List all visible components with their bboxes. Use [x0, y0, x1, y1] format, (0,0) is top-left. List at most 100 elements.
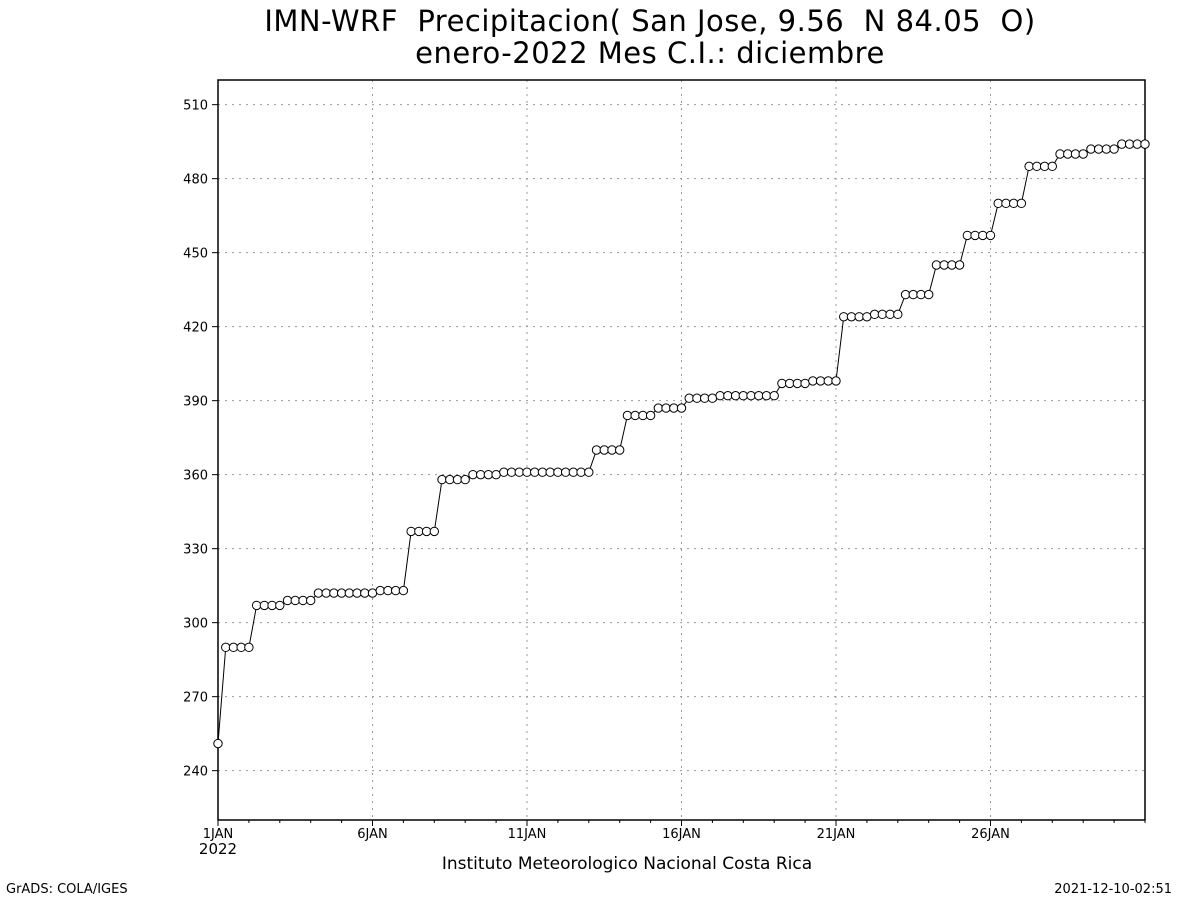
data-point — [1132, 139, 1142, 149]
y-tick-label: 300 — [183, 617, 208, 632]
y-tick-label: 360 — [183, 469, 208, 484]
data-point — [684, 393, 694, 403]
data-point — [352, 588, 362, 598]
data-point — [754, 391, 764, 401]
y-tick-label: 510 — [183, 99, 208, 114]
chart-subtitle: enero-2022 Mes C.I.: diciembre — [415, 36, 885, 70]
data-point — [784, 378, 795, 389]
data-point — [669, 403, 679, 413]
data-point — [584, 467, 594, 477]
data-point — [730, 391, 741, 401]
x-tick-label: 21JAN — [817, 827, 856, 842]
data-point — [1140, 139, 1150, 149]
data-point — [645, 410, 656, 421]
data-point — [846, 312, 857, 322]
data-point — [622, 410, 633, 421]
data-point — [506, 467, 517, 477]
data-point — [692, 393, 702, 403]
footer-timestamp: 2021-12-10-02:51 — [1054, 882, 1172, 897]
data-point — [630, 410, 640, 421]
data-point — [275, 600, 285, 611]
data-point — [738, 391, 748, 401]
series-precipitation — [213, 139, 1150, 749]
data-point — [375, 585, 385, 596]
chart-title: IMN-WRF Precipitacion( San Jose, 9.56 N … — [264, 4, 1036, 38]
data-point — [962, 230, 973, 241]
data-point — [1063, 149, 1073, 159]
data-point — [537, 467, 548, 477]
data-point — [839, 312, 849, 322]
data-point — [429, 526, 439, 537]
y-tick-label: 420 — [183, 321, 208, 336]
data-point — [1016, 198, 1027, 209]
data-point — [259, 600, 270, 611]
data-point — [1086, 144, 1096, 154]
data-point — [777, 378, 787, 389]
data-point — [445, 474, 455, 485]
data-point — [228, 642, 239, 653]
data-point — [1024, 161, 1034, 172]
data-point — [792, 378, 803, 389]
data-point — [931, 260, 942, 270]
y-tick-label: 390 — [183, 395, 208, 410]
data-point — [1039, 161, 1050, 172]
data-point — [213, 738, 223, 749]
data-point — [475, 469, 486, 480]
data-point — [877, 309, 888, 320]
data-point — [499, 467, 509, 477]
data-point — [808, 376, 818, 386]
data-point — [560, 467, 571, 477]
data-point — [800, 378, 810, 389]
data-point — [221, 642, 231, 653]
data-point — [831, 376, 841, 386]
data-point — [916, 289, 926, 300]
data-point — [398, 585, 409, 596]
plot-frame — [217, 79, 1146, 821]
x-tick-label: 6JAN — [357, 827, 388, 842]
data-point — [1001, 198, 1011, 209]
data-point — [885, 309, 895, 320]
data-point — [854, 312, 864, 322]
data-point — [1101, 144, 1112, 154]
y-tick-label: 450 — [183, 247, 208, 262]
data-point — [1093, 144, 1104, 154]
data-point — [367, 588, 378, 598]
x-tick-label: 16JAN — [662, 827, 701, 842]
data-point — [723, 391, 733, 401]
data-point — [1078, 149, 1088, 159]
x-tick-label: 1JAN — [203, 827, 234, 842]
data-point — [661, 403, 671, 413]
data-point — [815, 376, 826, 386]
data-point — [290, 595, 300, 606]
data-point — [483, 469, 494, 480]
y-tick-label: 270 — [183, 691, 208, 706]
data-point — [576, 467, 586, 477]
data-point — [978, 230, 988, 241]
data-point — [321, 588, 331, 598]
data-point — [676, 403, 687, 413]
data-point — [900, 289, 911, 300]
data-point — [1117, 139, 1127, 149]
data-point — [939, 260, 949, 270]
data-point — [607, 445, 617, 455]
data-point — [522, 467, 532, 477]
data-point — [406, 526, 416, 537]
data-point — [1109, 144, 1119, 154]
data-point — [414, 526, 424, 537]
data-point — [970, 230, 980, 241]
y-tick-label: 240 — [183, 765, 208, 780]
data-point — [908, 289, 918, 300]
data-point — [615, 445, 625, 455]
data-point — [267, 600, 277, 611]
y-tick-label: 480 — [183, 173, 208, 188]
data-point — [591, 445, 602, 455]
data-point — [1047, 161, 1058, 172]
y-tick-label: 330 — [183, 543, 208, 558]
data-point — [306, 595, 316, 606]
data-point — [568, 467, 579, 477]
x-tick-sublabel: 2022 — [199, 840, 237, 858]
data-point — [383, 585, 393, 596]
footer-credit: GrADS: COLA/IGES — [6, 882, 128, 897]
data-point — [699, 393, 710, 403]
